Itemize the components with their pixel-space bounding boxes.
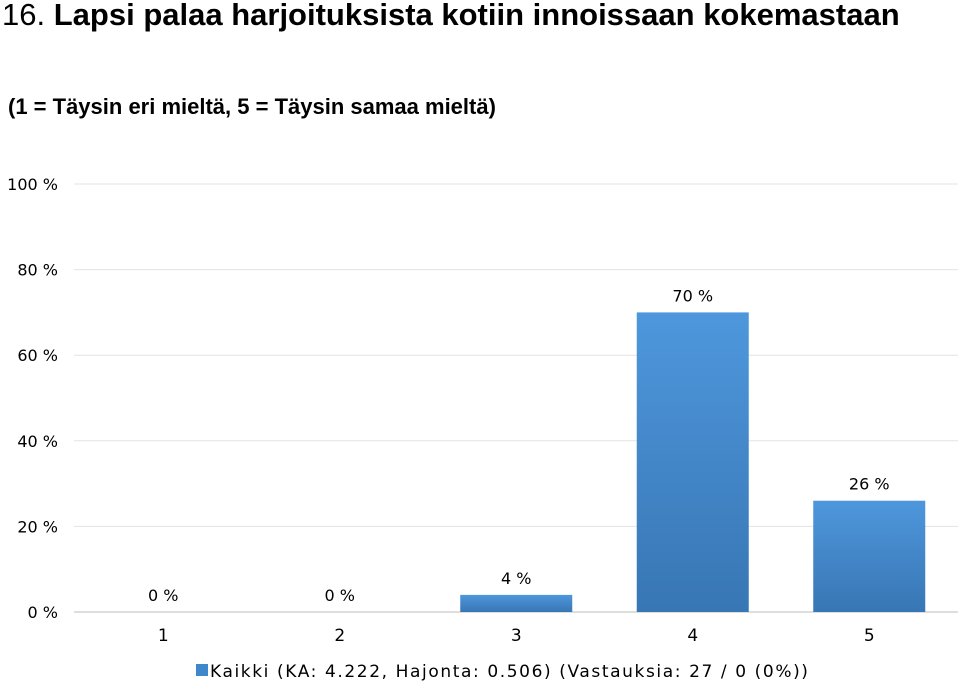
gridlines: [74, 183, 958, 613]
legend: Kaikki (KA: 4.222, Hajonta: 0.506) (Vast…: [196, 661, 810, 683]
y-tick-label: 60 %: [17, 346, 58, 365]
x-axis-categories: 1 2 3 4 5: [158, 626, 875, 646]
x-tick-label: 5: [864, 626, 875, 646]
chart-title: 16. Lapsi palaa harjoituksista kotiin in…: [2, 0, 952, 33]
data-label: 0 %: [148, 586, 178, 605]
x-tick-label: 4: [687, 626, 698, 646]
y-tick-label: 0 %: [28, 603, 58, 622]
legend-swatch: [196, 664, 208, 676]
y-tick-label: 20 %: [17, 517, 58, 536]
question-number: 16.: [2, 0, 46, 32]
x-tick-label: 1: [158, 626, 169, 646]
y-tick-label: 80 %: [17, 261, 58, 280]
question-text: Lapsi palaa harjoituksista kotiin innois…: [53, 0, 900, 32]
legend-label: Kaikki (KA: 4.222, Hajonta: 0.506) (Vast…: [210, 662, 810, 682]
data-label: 70 %: [672, 286, 713, 305]
y-tick-label: 100 %: [7, 175, 58, 194]
data-labels: 0 % 0 % 4 % 70 % 26 %: [148, 286, 890, 605]
bars: [460, 312, 926, 612]
bar: [636, 312, 749, 612]
bar: [813, 500, 926, 612]
y-axis-ticks: 0 % 20 % 40 % 60 % 80 % 100 %: [7, 175, 58, 622]
data-label: 26 %: [849, 475, 890, 494]
x-tick-label: 2: [334, 626, 345, 646]
data-label: 0 %: [325, 586, 355, 605]
data-label: 4 %: [501, 569, 531, 588]
x-tick-label: 3: [511, 626, 522, 646]
y-tick-label: 40 %: [17, 432, 58, 451]
chart-subtitle: (1 = Täysin eri mieltä, 5 = Täysin samaa…: [8, 94, 496, 119]
bar: [460, 594, 573, 612]
